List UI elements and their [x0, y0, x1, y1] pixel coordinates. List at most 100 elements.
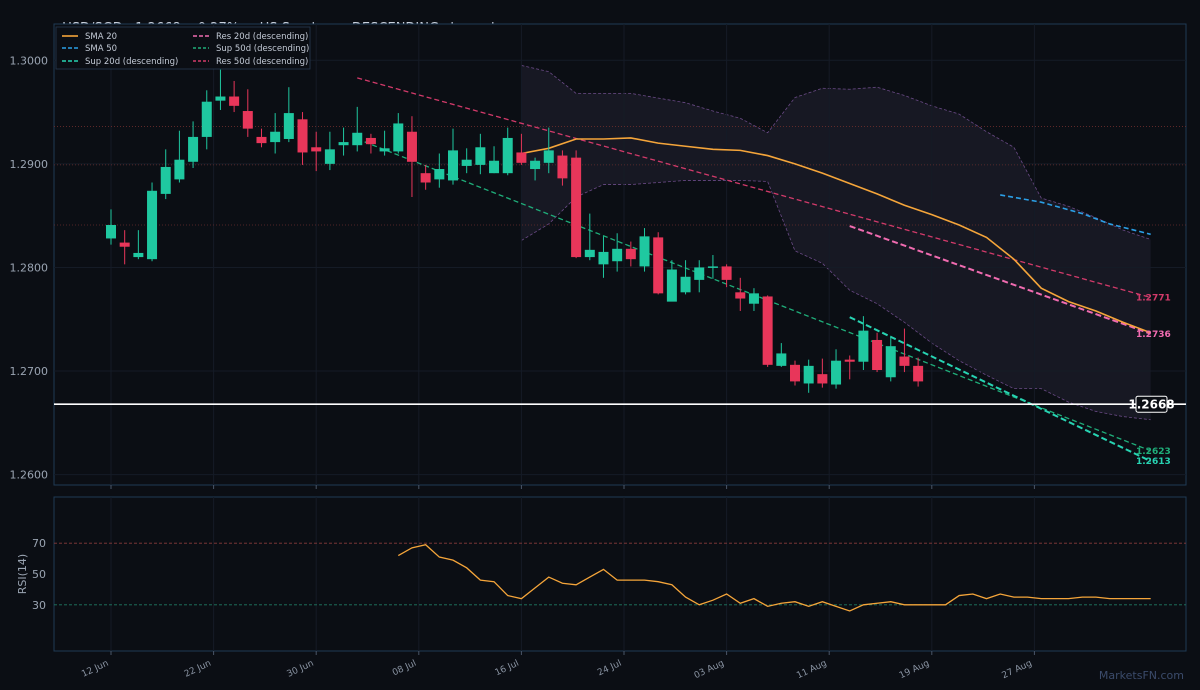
candle: [338, 127, 349, 156]
y-tick-label: 1.2700: [10, 365, 49, 378]
candle-body: [803, 365, 814, 384]
y-tick-label: 1.2600: [10, 469, 49, 482]
candle-body: [721, 266, 732, 280]
candle: [530, 157, 541, 181]
candle: [106, 209, 116, 245]
candle: [790, 360, 800, 386]
candle-body: [160, 166, 171, 194]
candle: [311, 131, 322, 172]
candle: [406, 116, 417, 198]
candle: [475, 133, 486, 175]
candle-body: [543, 150, 554, 163]
candle-body: [680, 276, 691, 293]
level-label: 1.2736: [1136, 330, 1171, 340]
candle-body: [516, 152, 527, 163]
rsi-tick-label: 70: [32, 537, 46, 550]
candle: [817, 358, 828, 388]
candle: [147, 182, 158, 262]
candle-body: [571, 157, 582, 258]
candle-body: [229, 96, 240, 106]
candle-body: [256, 136, 267, 144]
candle: [872, 332, 883, 373]
candle: [598, 236, 609, 278]
legend-label: SMA 20: [85, 32, 117, 42]
sma-20-line: [521, 137, 1151, 334]
candle-body: [461, 159, 472, 166]
candle-body: [106, 224, 116, 239]
candle-body: [133, 252, 144, 258]
candle-body: [119, 242, 130, 247]
legend-label: Res 20d (descending): [216, 32, 308, 42]
candle-body: [899, 356, 910, 366]
candle: [420, 164, 431, 190]
candle-body: [762, 296, 773, 365]
candle-body: [420, 173, 431, 183]
candle: [461, 148, 472, 174]
candle-body: [584, 249, 595, 258]
rsi-tick-label: 30: [32, 599, 46, 612]
candle-body: [666, 269, 677, 302]
candle: [735, 277, 746, 311]
candle: [680, 260, 691, 295]
candle-body: [147, 190, 158, 260]
candle: [913, 357, 924, 387]
candle: [160, 149, 171, 200]
candle-body: [913, 365, 924, 382]
candle-body: [612, 248, 623, 262]
legend-box: [55, 26, 311, 70]
candle-body: [748, 293, 759, 304]
candle-body: [352, 132, 363, 146]
candle: [543, 127, 554, 174]
level-label: 1.2771: [1136, 293, 1171, 303]
x-tick-label: 27 Aug: [1001, 659, 1034, 682]
candle: [352, 106, 363, 152]
candle: [707, 255, 718, 279]
candle: [612, 233, 623, 272]
candle-body: [872, 339, 883, 371]
x-tick-label: 03 Aug: [693, 659, 726, 682]
candle: [557, 150, 568, 186]
x-tick-label: 08 Jul: [391, 659, 418, 679]
candle-body: [557, 155, 568, 179]
sup-20d-line: [849, 316, 1152, 463]
candle: [625, 241, 636, 267]
candle-body: [365, 137, 376, 145]
candle-body: [625, 248, 636, 260]
candle-body: [174, 159, 185, 180]
candle: [639, 228, 650, 272]
candle: [776, 343, 787, 367]
candle-body: [530, 160, 541, 170]
candle: [393, 113, 404, 154]
candle-body: [653, 237, 664, 294]
candle-body: [694, 267, 705, 280]
candle: [229, 80, 240, 113]
bollinger-band-fill: [521, 65, 1151, 420]
x-tick-label: 16 Jul: [494, 659, 521, 679]
candle-body: [242, 111, 253, 129]
candle: [502, 127, 513, 176]
candle: [489, 146, 500, 174]
candle: [803, 359, 814, 393]
candle: [379, 130, 390, 156]
candle-body: [393, 123, 404, 152]
level-label: 1.2623: [1136, 447, 1171, 457]
x-tick-label: 24 Jul: [596, 659, 623, 679]
candle-body: [858, 330, 869, 362]
x-tick-label: 11 Aug: [795, 659, 828, 682]
candle-body: [270, 131, 281, 143]
current-price-tag: [1135, 395, 1168, 413]
candle: [666, 260, 677, 302]
candle: [242, 89, 253, 137]
y-tick-label: 1.3000: [10, 54, 49, 67]
candle: [858, 316, 869, 371]
candle: [571, 150, 582, 259]
candle-body: [338, 142, 349, 146]
legend-label: SMA 50: [85, 44, 117, 54]
candle: [174, 130, 185, 183]
candle: [324, 131, 335, 171]
candle: [448, 128, 458, 185]
res-20d-line: [849, 225, 1152, 335]
candle-body: [448, 150, 458, 181]
level-label: 1.2613: [1136, 457, 1171, 467]
candle-body: [598, 251, 609, 265]
